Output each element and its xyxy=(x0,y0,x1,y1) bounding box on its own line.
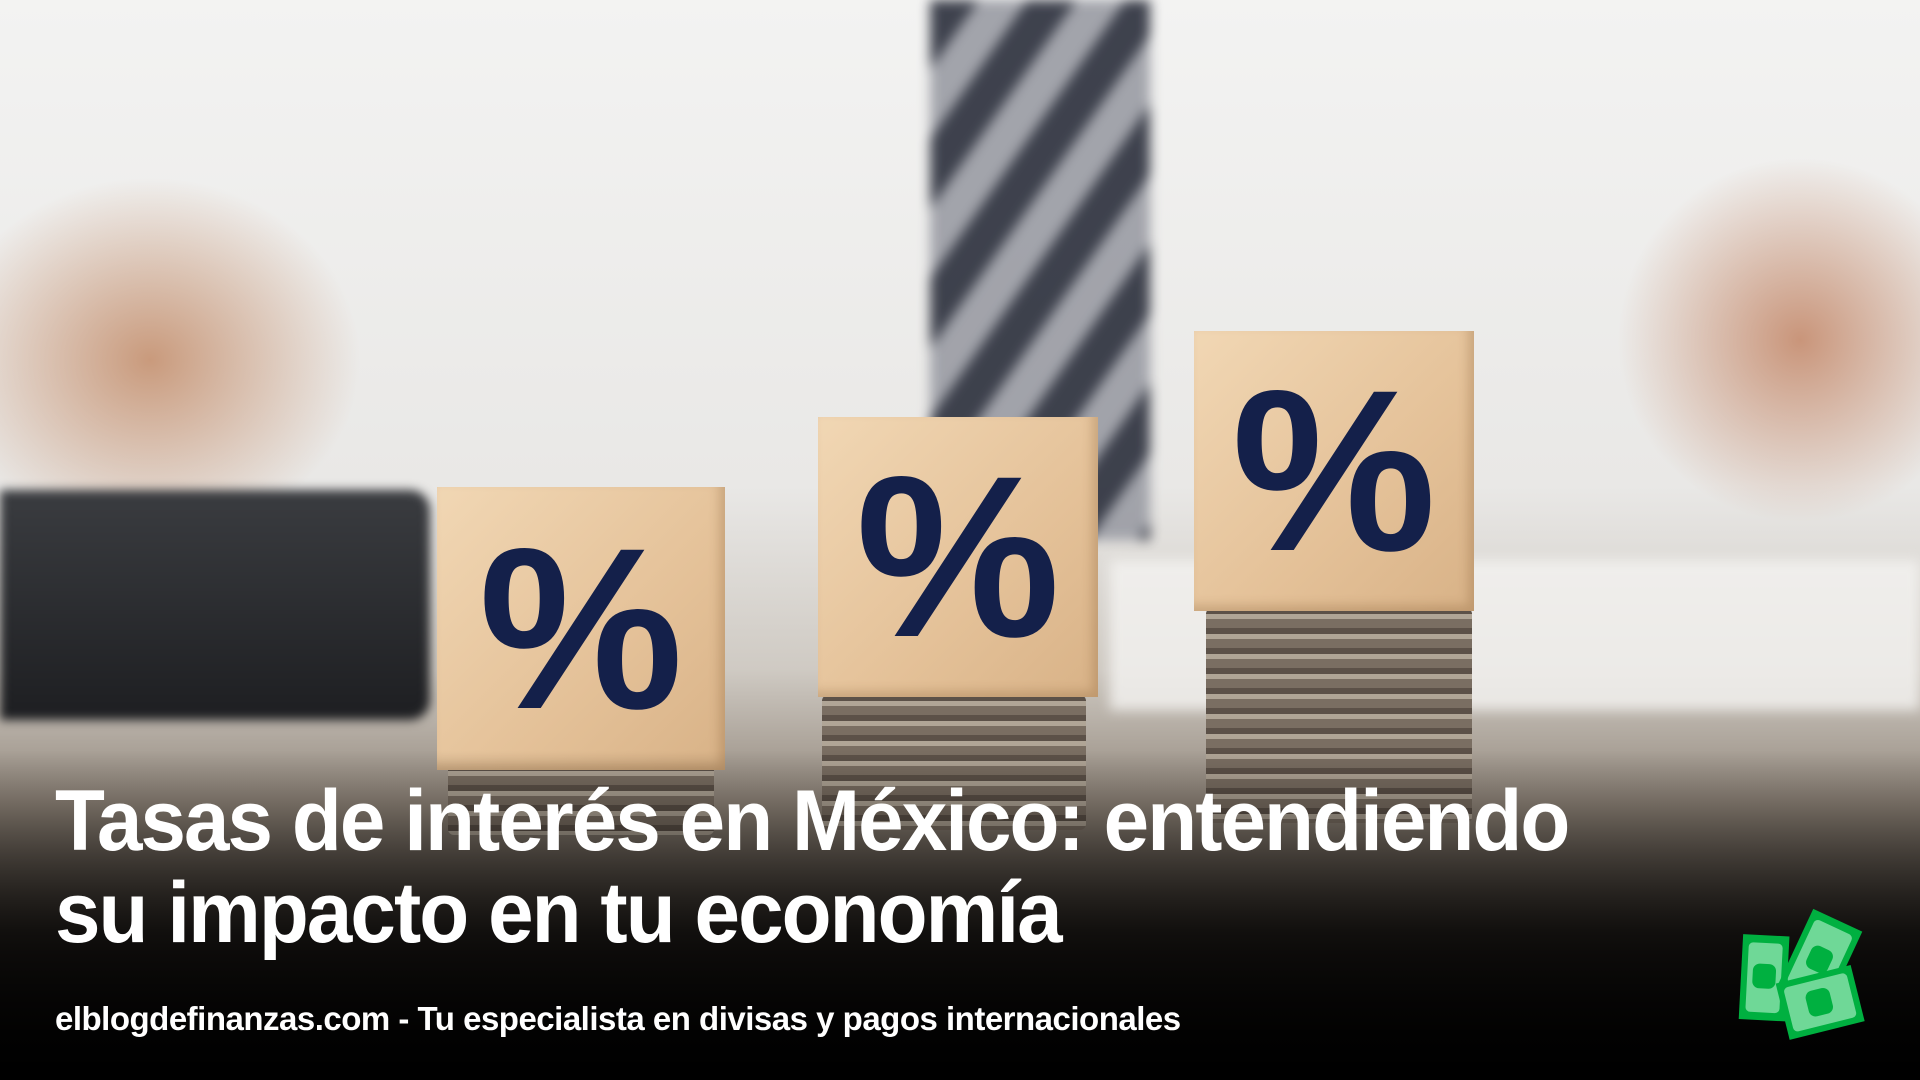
money-bills-icon xyxy=(1738,908,1865,1040)
percent-symbol: % xyxy=(855,428,1061,685)
percent-block: % xyxy=(1194,331,1474,611)
percent-block: % xyxy=(437,487,725,770)
bottom-shade xyxy=(0,750,1920,1080)
calculator xyxy=(0,490,430,720)
title-line: Tasas de interés en México: entendiendo xyxy=(55,773,1570,869)
percent-symbol: % xyxy=(478,499,684,757)
percent-block: % xyxy=(818,417,1098,697)
article-title: Tasas de interés en México: entendiendo … xyxy=(55,773,1570,961)
title-line: su impacto en tu economía xyxy=(55,865,1063,961)
site-tagline: elblogdefinanzas.com - Tu especialista e… xyxy=(55,1000,1181,1037)
percent-symbol: % xyxy=(1231,342,1437,599)
